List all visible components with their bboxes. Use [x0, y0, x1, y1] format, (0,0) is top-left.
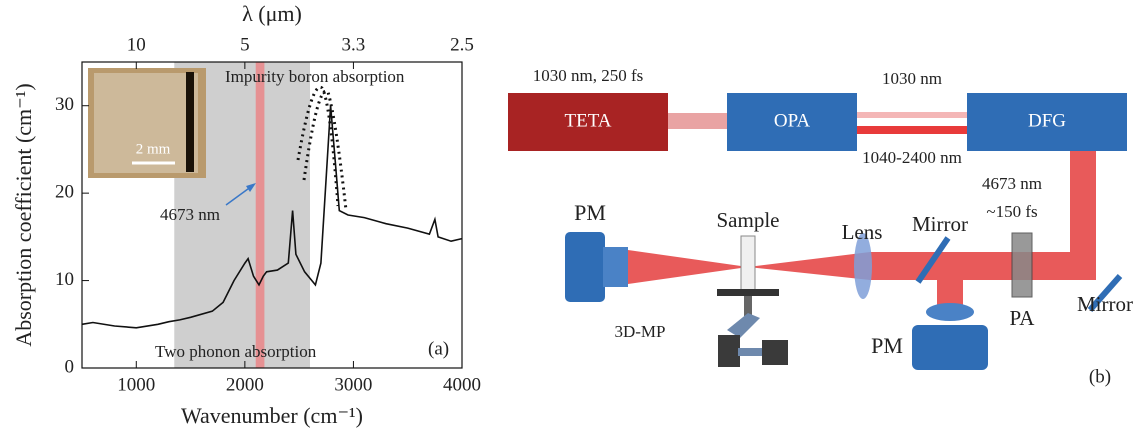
- y-tick-label: 0: [65, 356, 75, 377]
- annotation: Two phonon absorption: [155, 342, 317, 361]
- annotation: Impurity boron absorption: [225, 67, 405, 86]
- diagram-label: PM: [574, 200, 606, 225]
- x2-tick-label: 10: [127, 34, 146, 55]
- box: [508, 93, 668, 151]
- box: [727, 93, 857, 151]
- annotation: 4673 nm: [160, 205, 220, 224]
- power-meter: [603, 247, 628, 287]
- stage: [727, 313, 760, 338]
- scale-label: 2 mm: [136, 141, 171, 157]
- arrowhead: [246, 183, 256, 192]
- beam: [748, 252, 870, 280]
- diagram-label: 4673 nm: [982, 174, 1042, 193]
- inset-feature: [186, 72, 194, 172]
- x2-tick-label: 2.5: [450, 34, 474, 55]
- stage: [738, 348, 766, 356]
- stage: [718, 335, 740, 367]
- box-label: TETA: [564, 110, 611, 131]
- x-tick-label: 2000: [226, 374, 264, 395]
- sample: [740, 235, 756, 292]
- diagram-label: (b): [1089, 366, 1111, 387]
- stage: [762, 340, 788, 365]
- pa: [1011, 232, 1033, 298]
- y-axis-label: Absorption coefficient (cm⁻¹): [11, 83, 36, 346]
- diagram-label: Mirror: [1077, 292, 1133, 316]
- x-tick-label: 1000: [117, 374, 155, 395]
- diagram-label: Lens: [842, 220, 883, 244]
- spectrum-line: [81, 105, 463, 329]
- x-tick-label: 3000: [334, 374, 372, 395]
- box: [967, 93, 1127, 151]
- diagram-label: PM: [871, 333, 903, 358]
- power-meter: [926, 303, 974, 321]
- diagram-label: Mirror: [912, 212, 968, 236]
- band: [255, 62, 265, 368]
- x2-tick-label: 5: [240, 34, 250, 55]
- diagram-label: ~150 fs: [986, 202, 1037, 221]
- x-axis-label: Wavenumber (cm⁻¹): [181, 403, 363, 428]
- power-meter: [912, 325, 988, 370]
- diagram-label: PA: [1010, 306, 1036, 330]
- box-label: OPA: [774, 110, 811, 131]
- diagram-label: 1040-2400 nm: [862, 148, 962, 167]
- mirror: [1087, 274, 1123, 312]
- annotation: (a): [428, 338, 449, 359]
- stage: [717, 289, 779, 296]
- x2-tick-label: 3.3: [342, 34, 366, 55]
- diagram-labels: TETA OPA DFG 1030 nm, 250 fs 1030 nm 1040-240…: [533, 66, 1133, 387]
- chart: 2 mm 1000 2000 3000 4000 10 5 3.3 2.5 0 10 20 30 Wave…: [11, 1, 481, 428]
- mirror: [915, 236, 951, 284]
- inset-image: [94, 73, 198, 173]
- beam: [857, 126, 967, 134]
- stage: [744, 296, 752, 316]
- beam: [668, 113, 728, 129]
- y-tick-label: 30: [55, 94, 74, 115]
- diagram-label: 1030 nm, 250 fs: [533, 66, 644, 85]
- x2-axis-label: λ (μm): [242, 1, 302, 26]
- plot-frame: [81, 61, 463, 369]
- beam: [870, 252, 1096, 280]
- diagram-label: Sample: [717, 208, 780, 232]
- y-tick-label: 20: [55, 182, 74, 203]
- diagram: [508, 93, 1127, 370]
- impurity-envelope: [296, 85, 348, 211]
- diagram-label: 1030 nm: [882, 69, 942, 88]
- power-meter: [565, 232, 605, 302]
- x-tick-label: 4000: [443, 374, 481, 395]
- box-label: DFG: [1028, 110, 1066, 131]
- lens: [854, 233, 872, 299]
- y-tick-label: 10: [55, 269, 74, 290]
- beam: [857, 112, 967, 118]
- beam: [628, 250, 748, 284]
- diagram-label: 3D-MP: [614, 322, 665, 341]
- arrow: [225, 185, 253, 206]
